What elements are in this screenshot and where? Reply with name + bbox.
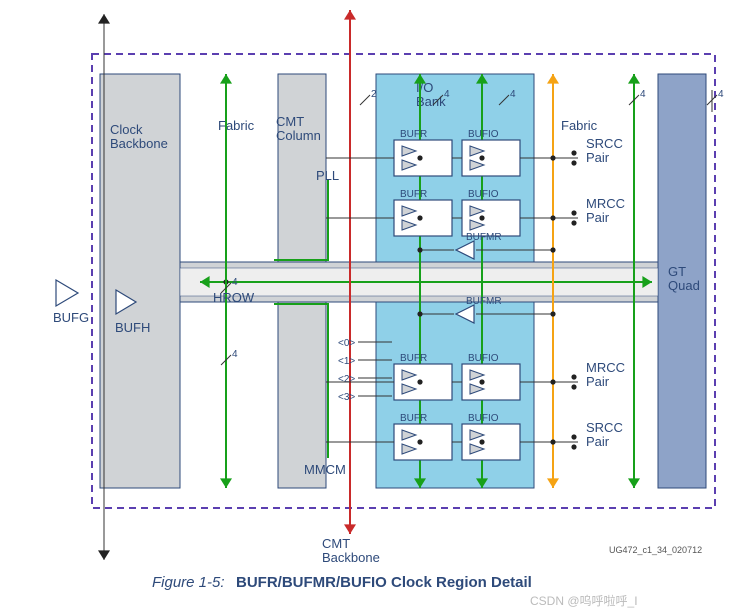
svg-text:BUFIO: BUFIO bbox=[468, 189, 499, 200]
svg-text:4: 4 bbox=[444, 89, 450, 100]
figure-label: Figure 1-5: bbox=[152, 574, 225, 591]
hrow-label: HROW bbox=[213, 290, 254, 305]
svg-text:<1>: <1> bbox=[338, 356, 355, 367]
fabric-left-label: Fabric bbox=[218, 118, 254, 133]
svg-text:SRCCPair: SRCCPair bbox=[586, 420, 623, 449]
watermark: CSDN @呜呼啦呼_I bbox=[530, 592, 638, 609]
pll-label: PLL bbox=[316, 168, 339, 183]
svg-text:<0>: <0> bbox=[338, 338, 355, 349]
svg-text:BUFIO: BUFIO bbox=[468, 353, 499, 364]
svg-text:4: 4 bbox=[640, 89, 646, 100]
svg-text:BUFR: BUFR bbox=[400, 189, 427, 200]
svg-text:BUFMR: BUFMR bbox=[466, 296, 502, 307]
svg-text:4: 4 bbox=[718, 89, 724, 100]
fabric-right-label: Fabric bbox=[561, 118, 597, 133]
svg-text:BUFR: BUFR bbox=[400, 353, 427, 364]
svg-text:BUFMR: BUFMR bbox=[466, 232, 502, 243]
mmcm-label: MMCM bbox=[304, 462, 346, 477]
svg-text:4: 4 bbox=[510, 89, 516, 100]
bufh-label: BUFH bbox=[115, 320, 150, 335]
svg-text:BUFIO: BUFIO bbox=[468, 129, 499, 140]
bufg-label: BUFG bbox=[53, 310, 89, 325]
svg-text:BUFR: BUFR bbox=[400, 129, 427, 140]
docref-label: UG472_c1_34_020712 bbox=[609, 545, 702, 555]
svg-text:MRCCPair: MRCCPair bbox=[586, 360, 625, 389]
svg-text:2: 2 bbox=[371, 89, 377, 100]
svg-text:CMTBackbone: CMTBackbone bbox=[322, 536, 380, 565]
svg-text:BUFIO: BUFIO bbox=[468, 413, 499, 424]
svg-text:4: 4 bbox=[232, 277, 238, 288]
svg-text:BUFR: BUFR bbox=[400, 413, 427, 424]
svg-text:<3>: <3> bbox=[338, 392, 355, 403]
svg-text:MRCCPair: MRCCPair bbox=[586, 196, 625, 225]
svg-text:SRCCPair: SRCCPair bbox=[586, 136, 623, 165]
figure-title: BUFR/BUFMR/BUFIO Clock Region Detail bbox=[236, 574, 532, 591]
svg-text:4: 4 bbox=[232, 349, 238, 360]
diagram-svg: ClockBackboneCMTColumnI/OBankGTQuadCMTBa… bbox=[0, 0, 756, 610]
svg-text:<2>: <2> bbox=[338, 374, 355, 385]
